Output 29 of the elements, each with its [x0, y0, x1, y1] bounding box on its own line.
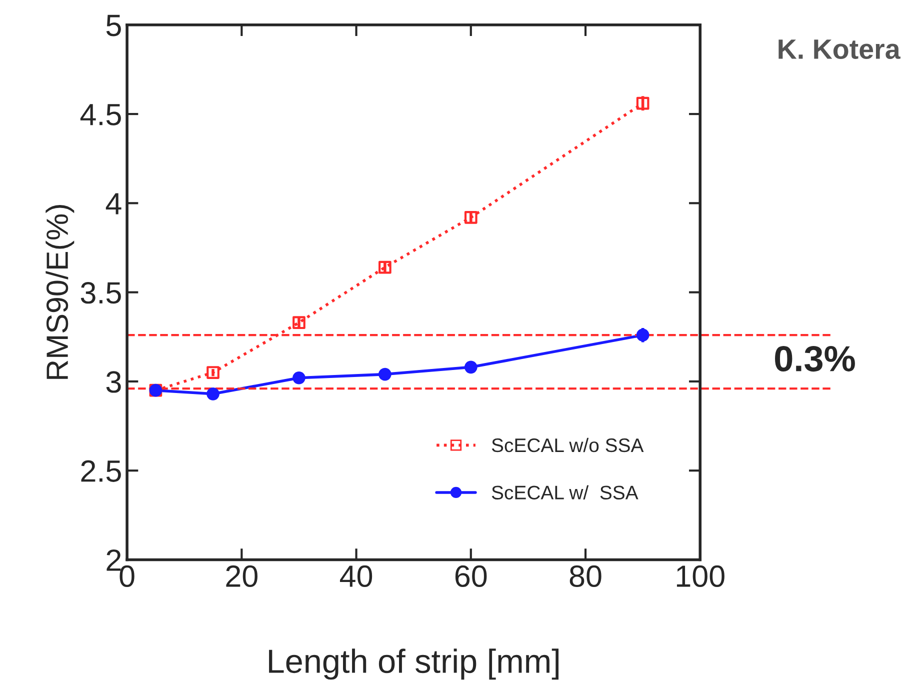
legend-label: ScECAL w/o SSA — [492, 438, 644, 452]
text: 0.3% — [775, 346, 855, 372]
text: K. Kotera — [778, 40, 900, 60]
point — [378, 260, 392, 274]
y-tick-label: 4 — [106, 193, 122, 214]
y-tick-label: 4.5 — [80, 104, 121, 126]
x-tick-label: 0 — [120, 565, 134, 588]
x-tick-label: 100 — [676, 565, 724, 588]
x-tick-label: 20 — [226, 565, 258, 588]
x-tick-label: 60 — [455, 565, 487, 588]
legend-label: ScECAL w/ SSA — [492, 485, 638, 500]
x-axis-title: Length of strip [mm] — [269, 648, 558, 680]
point — [292, 316, 306, 330]
point — [378, 368, 392, 381]
point — [636, 96, 650, 110]
y-tick-label: 2 — [106, 549, 121, 571]
point — [206, 366, 220, 379]
x-tick-label: 40 — [340, 565, 372, 588]
point — [292, 371, 306, 384]
point — [636, 328, 650, 342]
x-tick-label: 80 — [570, 565, 602, 588]
point — [206, 387, 220, 400]
y-tick-label: 3.5 — [80, 282, 121, 304]
y-tick-label: 2.5 — [81, 460, 121, 482]
y-axis-title: RMS90/E(%) — [46, 205, 74, 379]
point — [464, 210, 478, 224]
y-tick-label: 5 — [106, 14, 121, 36]
y-tick-label: 3 — [106, 371, 121, 393]
point — [464, 360, 478, 374]
